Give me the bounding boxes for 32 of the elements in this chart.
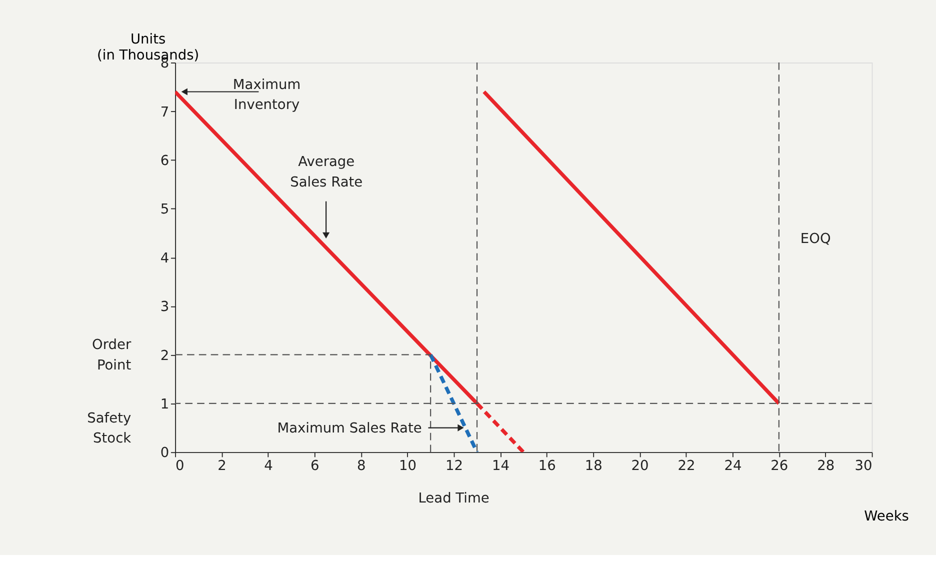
x-tick-label: 16 [538, 458, 556, 474]
x-axis-title: Weeks [864, 508, 909, 524]
x-tick-label: 26 [770, 458, 788, 474]
x-tick-label: 20 [631, 458, 649, 474]
x-tick-label: 6 [310, 458, 320, 474]
y-tick-label: 6 [160, 152, 170, 169]
y-tick-label: 7 [160, 104, 170, 120]
y-tick-label: 0 [160, 445, 170, 462]
x-tick-label: 2 [218, 458, 226, 474]
x-tick-label: 30 [854, 458, 872, 474]
x-tick-label: 24 [724, 458, 742, 474]
x-tick-label: 18 [584, 458, 602, 474]
x-tick-label: 28 [817, 458, 835, 474]
x-tick-label: 4 [264, 458, 273, 474]
annotation: Average Sales Rate [290, 154, 363, 190]
text: Lead Time [418, 490, 490, 507]
y-tick-label: 3 [160, 299, 170, 316]
x-tick-label: 0 [176, 458, 184, 474]
x-tick-label: 10 [399, 458, 417, 474]
text: Safety Stock [87, 410, 132, 446]
y-tick-label: 1 [160, 396, 170, 412]
y-tick-label: 4 [160, 250, 170, 266]
y-tick-label: 2 [160, 348, 170, 364]
x-tick-label: 8 [356, 458, 366, 474]
annotation: Maximum Sales Rate [277, 420, 422, 436]
text: Order Point [92, 337, 132, 374]
x-tick-label: 14 [492, 458, 510, 474]
x-tick-label: 22 [678, 458, 696, 474]
y-tick-label: 5 [160, 202, 170, 218]
annotation: Maximum Inventory [232, 76, 301, 114]
x-tick-label: 12 [446, 458, 463, 474]
annotation: EOQ [800, 231, 831, 248]
